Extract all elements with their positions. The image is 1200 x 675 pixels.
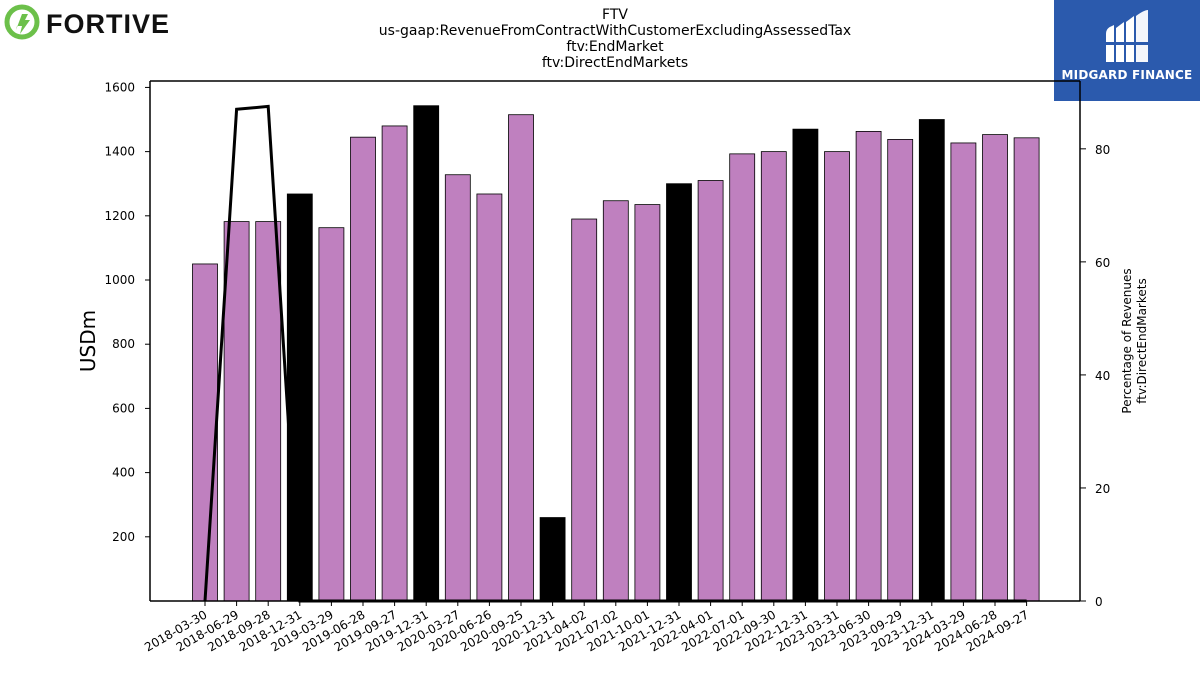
y2-axis-label-line-2: ftv:DirectEndMarkets — [1135, 278, 1149, 403]
chart-title-line-3: ftv:EndMarket — [566, 39, 664, 55]
bar-2019-03-29 — [318, 227, 345, 602]
x-axis-ticks: 2018-03-302018-06-292018-09-282018-12-31… — [142, 601, 1031, 654]
bar-2023-06-30 — [855, 130, 882, 602]
bars-group — [192, 105, 1040, 602]
y-tick-label: 1000 — [104, 273, 135, 287]
midgard-logo-mark — [1106, 10, 1148, 62]
y-tick-label: 600 — [112, 401, 135, 415]
bar-2021-04-02 — [571, 218, 598, 602]
bar-2022-04-01 — [697, 180, 724, 602]
fortive-logo-text: FORTIVE — [46, 9, 170, 39]
y-tick-label: 1400 — [104, 145, 135, 159]
bar-2022-09-30 — [760, 151, 787, 602]
bar-2021-10-01 — [634, 204, 661, 602]
bar-2018-03-30 — [192, 263, 218, 602]
y2-tick-label: 20 — [1095, 482, 1110, 496]
bar-2019-06-28 — [350, 136, 376, 602]
midgard-finance-logo: MIDGARD FINANCE — [1054, 0, 1200, 101]
bar-2018-06-29 — [223, 221, 250, 602]
bar-2018-12-31 — [286, 193, 313, 602]
y-axis-ticks: 200 400 600 800 1000 1200 1400 1600 — [104, 80, 150, 544]
chart-title: FTV us-gaap:RevenueFromContractWithCusto… — [300, 7, 930, 71]
chart-title-line-1: FTV — [602, 7, 628, 23]
chart-title-line-4: ftv:DirectEndMarkets — [541, 55, 689, 71]
y2-axis-ticks: 0 20 40 60 80 — [1080, 143, 1110, 609]
bar-2023-03-31 — [824, 151, 850, 602]
bar-2019-12-31 — [413, 105, 440, 602]
bar-2024-06-28 — [982, 134, 1008, 602]
bar-2021-12-31 — [666, 183, 692, 602]
y-tick-label: 800 — [112, 337, 135, 351]
bar-2018-09-28 — [255, 221, 282, 602]
y-tick-label: 1200 — [104, 209, 135, 223]
bar-2023-09-29 — [887, 139, 914, 602]
bar-2024-03-29 — [950, 142, 977, 602]
y2-tick-label: 0 — [1095, 595, 1103, 609]
bar-2023-12-31 — [918, 119, 945, 602]
bar-2024-09-27 — [1013, 137, 1040, 602]
y2-tick-label: 80 — [1095, 143, 1110, 157]
y-tick-label: 200 — [112, 530, 135, 544]
y-tick-label: 1600 — [104, 80, 135, 94]
bar-2020-06-26 — [476, 193, 503, 602]
axes-group — [149, 80, 1081, 602]
bar-2022-07-01 — [729, 153, 756, 602]
chart-title-line-2: us-gaap:RevenueFromContractWithCustomerE… — [378, 23, 852, 39]
fortive-logo-mark — [4, 4, 40, 40]
bar-2020-03-27 — [444, 174, 471, 602]
bar-2021-07-02 — [602, 200, 629, 602]
fortive-logo-mark-inner — [16, 14, 30, 34]
y-axis-label: USDm — [76, 310, 100, 372]
fortive-logo: FORTIVE — [4, 4, 194, 44]
bar-2020-09-25 — [508, 114, 534, 602]
y2-tick-label: 60 — [1095, 256, 1110, 270]
y2-tick-label: 40 — [1095, 369, 1110, 383]
bar-2022-12-31 — [792, 128, 819, 602]
midgard-logo-text: MIDGARD FINANCE — [1061, 68, 1193, 82]
y2-axis-label-line-1: Percentage of Revenues — [1120, 268, 1134, 413]
bar-2019-09-27 — [381, 125, 408, 602]
bar-2020-12-31 — [539, 517, 566, 602]
y-tick-label: 400 — [112, 466, 135, 480]
